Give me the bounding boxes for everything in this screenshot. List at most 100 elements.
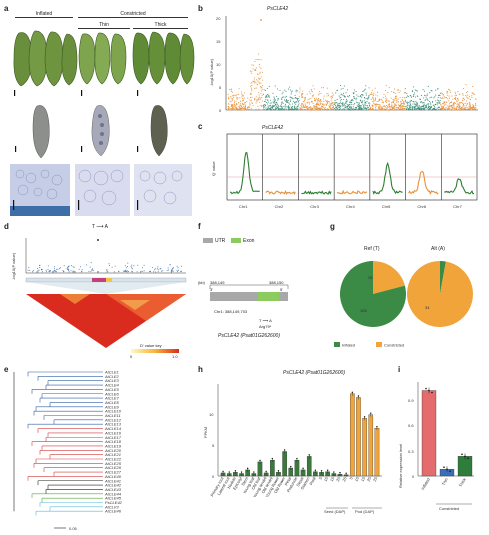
manhattan-point: [276, 106, 278, 108]
manhattan-point: [400, 101, 402, 103]
manhattan-point: [404, 88, 406, 90]
manhattan-point: [301, 96, 303, 98]
manhattan-point: [253, 81, 255, 83]
ld-point: [92, 270, 94, 272]
tree-leaf-label: AtCLE41: [104, 478, 121, 483]
ld-point: [156, 268, 158, 270]
manhattan-point: [296, 98, 298, 100]
manhattan-point: [343, 98, 345, 101]
manhattan-point: [435, 89, 437, 91]
manhattan-point: [460, 108, 462, 110]
manhattan-point: [265, 97, 267, 99]
fpkm-xlabel: 25: [341, 475, 348, 482]
chr-label: Chr3: [310, 204, 319, 209]
manhattan-point: [285, 106, 287, 108]
manhattan-point: [290, 108, 292, 110]
manhattan-point: [276, 95, 278, 97]
manhattan-point: [346, 105, 348, 107]
manhattan-point: [328, 108, 330, 110]
svg-text:15: 15: [216, 39, 221, 44]
manhattan-point: [345, 92, 347, 94]
fpkm-xlabel: Petal: [283, 476, 292, 486]
manhattan-point: [354, 108, 356, 111]
manhattan-point: [277, 99, 279, 101]
tree-leaf-label: AtCLE27: [104, 470, 122, 475]
chr-label: Chr5: [382, 204, 391, 209]
manhattan-point: [412, 100, 414, 103]
manhattan-point: [258, 99, 260, 101]
manhattan-point: [450, 102, 452, 104]
ld-point: [59, 268, 61, 270]
ld-point: [171, 271, 173, 273]
manhattan-point: [451, 95, 453, 97]
manhattan-point: [249, 97, 252, 99]
ld-point: [176, 270, 178, 272]
manhattan-point: [385, 109, 387, 111]
manhattan-point: [296, 97, 298, 99]
manhattan-point: [332, 94, 334, 96]
manhattan-point: [388, 104, 391, 106]
ld-manhattan-points: [27, 262, 183, 273]
manhattan-point: [387, 106, 389, 108]
manhattan-point: [410, 105, 412, 107]
tree-leaf-labels: AtCLE1AtCLE2AtCLE3AtCLE4AtCLE5AtCLE6AtCL…: [104, 370, 123, 514]
manhattan-point: [266, 93, 268, 95]
manhattan-point: [273, 102, 275, 104]
relative-expression-chart: Relative expression level 0 0.3 0.6 0.9 …: [398, 382, 474, 511]
ld-snp-label: T ⟶ A: [92, 224, 108, 230]
gene-start-coord: 388,149: [210, 280, 225, 285]
manhattan-point: [420, 95, 423, 97]
manhattan-point: [434, 109, 437, 111]
manhattan-point: [428, 108, 431, 110]
manhattan-point: [453, 104, 455, 106]
manhattan-point: [306, 102, 308, 104]
manhattan-point: [241, 93, 243, 95]
manhattan-point: [454, 98, 456, 100]
relexp-ylabel: Relative expression level: [398, 444, 403, 488]
constricted-label: Constricted: [78, 11, 188, 18]
manhattan-point: [471, 107, 473, 109]
manhattan-point: [393, 98, 395, 100]
dprime-min: 0: [130, 354, 133, 359]
manhattan-point: [299, 109, 301, 111]
fpkm-xlabel: Epicotyl: [232, 476, 243, 491]
tree-leaf-label: AtCLE26: [104, 465, 122, 470]
manhattan-point: [284, 103, 286, 105]
manhattan-point: [298, 91, 300, 93]
manhattan-point: [260, 97, 262, 99]
manhattan-point: [340, 94, 342, 96]
manhattan-point: [342, 94, 344, 96]
manhattan-point: [291, 90, 293, 92]
manhattan-point: [255, 102, 257, 104]
manhattan-point: [358, 103, 360, 105]
ld-point: [72, 271, 74, 273]
manhattan-point: [341, 102, 343, 104]
manhattan-point: [369, 103, 371, 105]
manhattan-point: [298, 108, 300, 111]
ld-point: [59, 267, 61, 269]
manhattan-point: [459, 93, 461, 95]
manhattan-point: [235, 107, 237, 109]
manhattan-point: [374, 100, 376, 102]
manhattan-point: [466, 96, 468, 98]
manhattan-point: [321, 109, 323, 111]
manhattan-point: [250, 87, 252, 89]
manhattan-point: [441, 93, 444, 95]
manhattan-point: [307, 108, 309, 110]
manhattan-point: [404, 96, 406, 99]
fpkm-ylabel: FPKM: [203, 427, 208, 438]
fpkm-xlabel: 20: [366, 475, 373, 482]
manhattan-point: [393, 100, 395, 102]
fpkm-bar: [306, 456, 312, 477]
manhattan-point: [346, 89, 349, 91]
tree-leaf-label: AtCLE42: [104, 483, 122, 488]
manhattan-point: [472, 108, 474, 110]
manhattan-point: [424, 99, 426, 101]
manhattan-point: [357, 109, 359, 111]
manhattan-point: [254, 87, 256, 90]
manhattan-point: [461, 109, 463, 111]
fpkm-xlabel: 20: [335, 475, 342, 482]
manhattan-point: [402, 100, 404, 102]
manhattan-point: [364, 97, 366, 99]
manhattan-point: [297, 108, 299, 110]
